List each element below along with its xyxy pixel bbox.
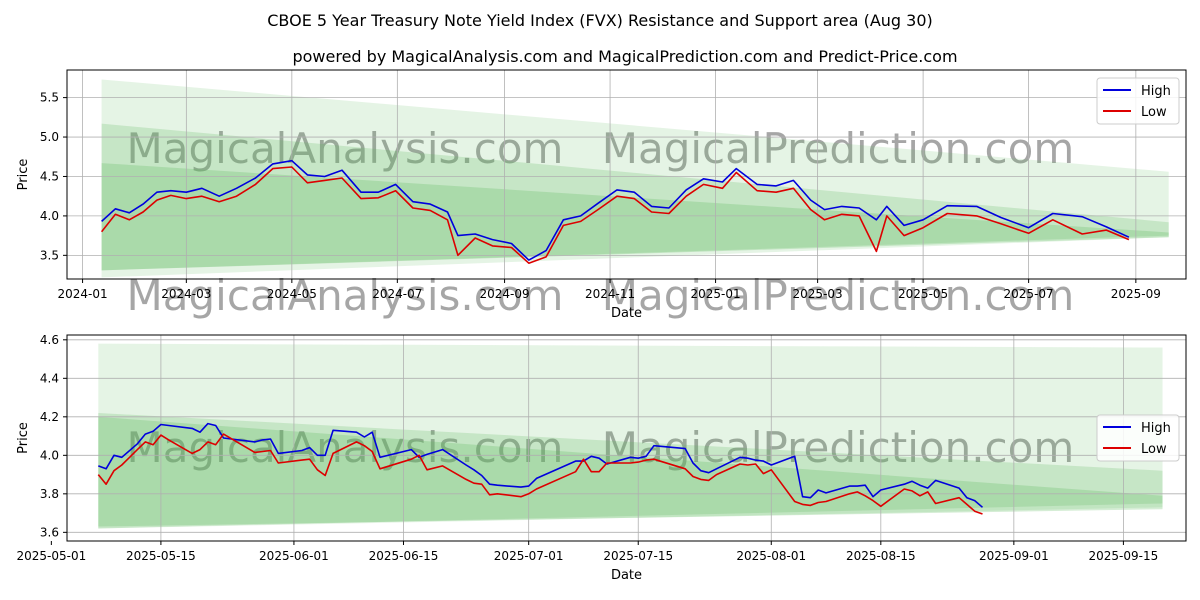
plot-area <box>67 70 1186 279</box>
bottom-chart-panel: MagicalAnalysis.com MagicalPrediction.com… <box>16 333 1187 583</box>
axes-frame <box>66 334 1187 542</box>
y-tick-label: 4.2 <box>40 410 59 424</box>
x-tick-label: 2025-07 <box>1004 287 1054 301</box>
watermark-text: MagicalAnalysis.com <box>127 124 564 173</box>
y-tick-label: 5.5 <box>40 91 59 105</box>
x-tick-label: 2025-09-15 <box>1089 549 1159 563</box>
x-tick-label: 2025-08-01 <box>736 549 806 563</box>
series-line-high <box>98 422 984 508</box>
y-tick-label: 4.0 <box>40 448 59 462</box>
x-tick-label: 2025-07-01 <box>494 549 564 563</box>
top-chart-panel: MagicalAnalysis.comMagicalAnalysis.comMa… <box>16 69 1187 321</box>
y-tick-label: 4.4 <box>40 371 59 385</box>
y-axis-label: Price <box>16 159 31 191</box>
y-axis-label: Price <box>16 422 31 454</box>
x-tick-label: 2025-09-01 <box>979 549 1049 563</box>
watermark-text: MagicalPrediction.com <box>602 124 1075 173</box>
y-tick-label: 3.5 <box>40 248 59 262</box>
x-tick-label: 2024-05 <box>267 287 317 301</box>
x-axis-label: Date <box>611 306 642 321</box>
x-tick-label: 2024-03 <box>161 287 211 301</box>
x-tick-label: 2025-08-15 <box>846 549 916 563</box>
chart-title: CBOE 5 Year Treasury Note Yield Index (F… <box>267 11 933 30</box>
x-tick-label: 2025-03 <box>793 287 843 301</box>
legend-label-low: Low <box>1141 105 1167 120</box>
x-tick-label: 2025-05 <box>898 287 948 301</box>
y-tick-label: 3.6 <box>40 525 59 539</box>
x-tick-label: 2025-05-15 <box>126 549 196 563</box>
legend-label-high: High <box>1141 84 1171 99</box>
support-resistance-band-2 <box>101 163 1169 271</box>
x-tick-label: 2025-06-15 <box>369 549 439 563</box>
y-tick-label: 3.8 <box>40 487 59 501</box>
legend-label-high: High <box>1141 421 1171 436</box>
y-tick-label: 4.5 <box>40 169 59 183</box>
x-tick-label: 2024-01 <box>57 287 107 301</box>
y-tick-label: 4.6 <box>40 333 59 347</box>
axes-frame <box>66 69 1187 280</box>
x-tick-label: 2024-09 <box>479 287 529 301</box>
series-line-low <box>97 433 983 515</box>
legend: High Low <box>1096 414 1180 462</box>
series-line-high <box>101 159 1130 261</box>
x-tick-label: 2025-07-15 <box>603 549 673 563</box>
x-tick-label: 2024-11 <box>585 287 635 301</box>
x-tick-label: 2025-09 <box>1111 287 1161 301</box>
support-resistance-band-0 <box>101 79 1169 278</box>
support-resistance-band-1 <box>98 412 1163 529</box>
x-axis-label: Date <box>611 568 642 583</box>
series-line-low <box>100 166 1130 264</box>
chart-subtitle: powered by MagicalAnalysis.com and Magic… <box>292 47 957 66</box>
x-tick-label: 2025-01 <box>691 287 741 301</box>
support-resistance-band-2 <box>98 416 1163 527</box>
x-tick-label: 2024-07 <box>372 287 422 301</box>
x-tick-label: 2025-06-01 <box>259 549 329 563</box>
x-tick-label: 2025-05-01 <box>16 549 86 563</box>
legend-label-low: Low <box>1141 442 1167 457</box>
support-resistance-band-0 <box>98 343 1163 529</box>
plot-area <box>67 335 1186 541</box>
legend: High Low <box>1096 77 1180 125</box>
y-tick-label: 4.0 <box>40 209 59 223</box>
y-tick-label: 5.0 <box>40 130 59 144</box>
